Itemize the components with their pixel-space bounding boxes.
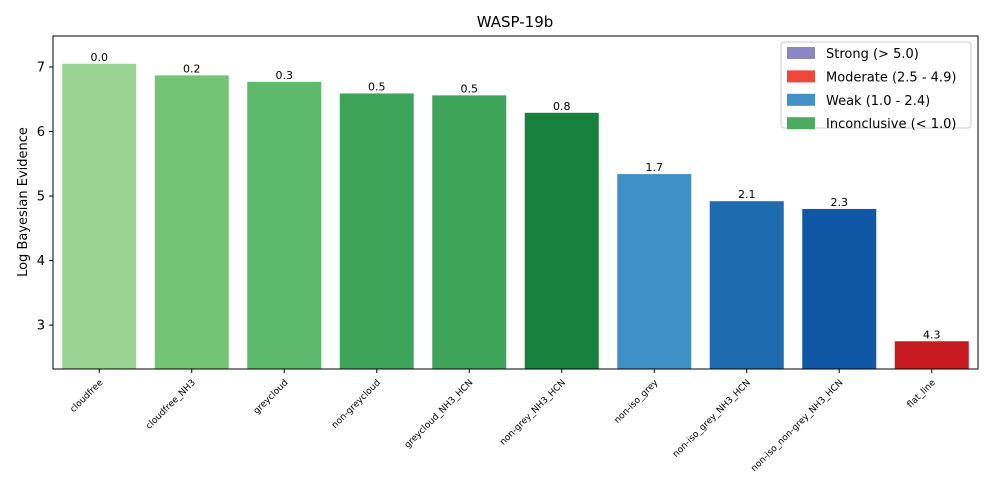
bar-non-greycloud [339,93,414,369]
y-tick-label: 6 [37,125,45,140]
x-tick-label: greycloud_NH3_HCN [403,378,475,450]
legend-swatch [787,117,815,130]
legend-swatch [787,47,815,59]
bar-value-label: 1.7 [646,161,664,174]
legend-label: Weak (1.0 - 2.4) [826,94,930,109]
bar-value-label: 2.1 [738,188,756,201]
x-tick-label: cloudfree_NH3 [144,378,198,432]
y-tick-label: 5 [37,190,45,205]
legend-swatch [787,93,815,106]
bar-value-label: 4.3 [923,328,941,341]
bar-cloudfree_NH3 [154,75,229,370]
x-tick-label: non-grey_NH3_HCN [498,378,567,447]
bar-greycloud_NH3_HCN [432,95,507,370]
bar-greycloud [247,81,322,369]
bar-non-iso_non-grey_NH3_HCN [802,208,877,369]
x-tick-label: non-iso_grey [613,378,661,426]
x-tick-label: flat_line [906,378,938,410]
legend: Strong (> 5.0) Moderate (2.5 - 4.9) Weak (… [780,41,972,132]
y-tick-label: 7 [37,60,45,75]
legend-label: Moderate (2.5 - 4.9) [826,70,956,85]
bars [62,63,969,370]
bar-value-label: 2.3 [831,196,849,209]
legend-swatch [787,70,815,83]
y-axis-label: Log Bayesian Evidence [16,127,31,277]
plot-frame [52,35,979,370]
legend-box [780,41,972,129]
x-tick-label: non-iso_non-grey_NH3_HCN [749,378,845,474]
x-tick-label: greycloud [252,378,291,417]
bar-flat_line [894,341,969,369]
bar-value-label: 0.5 [368,80,386,93]
x-tick-label: non-greycloud [330,378,383,431]
bar-non-grey_NH3_HCN [524,112,599,370]
bar-value-label: 0.8 [553,100,571,113]
bar-non-iso_grey_NH3_HCN [709,201,784,369]
bar-non-iso_grey [617,174,692,369]
y-tick-label: 3 [37,319,45,334]
chart-title: WASP-19b [477,13,554,31]
y-tick-label: 4 [37,254,45,269]
x-tick-label: non-iso_grey_NH3_HCN [671,378,753,460]
legend-label: Inconclusive (< 1.0) [826,117,956,132]
x-tick-label: cloudfree [69,378,106,415]
bar-value-label: 0.2 [183,62,201,75]
bar-value-label: 0.0 [91,51,109,64]
bar-labels: 0.0 0.2 0.3 0.5 0.5 0.8 1.7 2.1 2.3 4.3 [91,51,941,342]
x-axis: cloudfree cloudfree_NH3 greycloud non-greyc… [69,369,938,474]
y-axis: 3 4 5 6 7 [37,60,53,334]
bar-value-label: 0.3 [276,69,294,82]
bar-value-label: 0.5 [461,82,479,95]
legend-label: Strong (> 5.0) [826,47,919,62]
bar-cloudfree [62,63,137,369]
